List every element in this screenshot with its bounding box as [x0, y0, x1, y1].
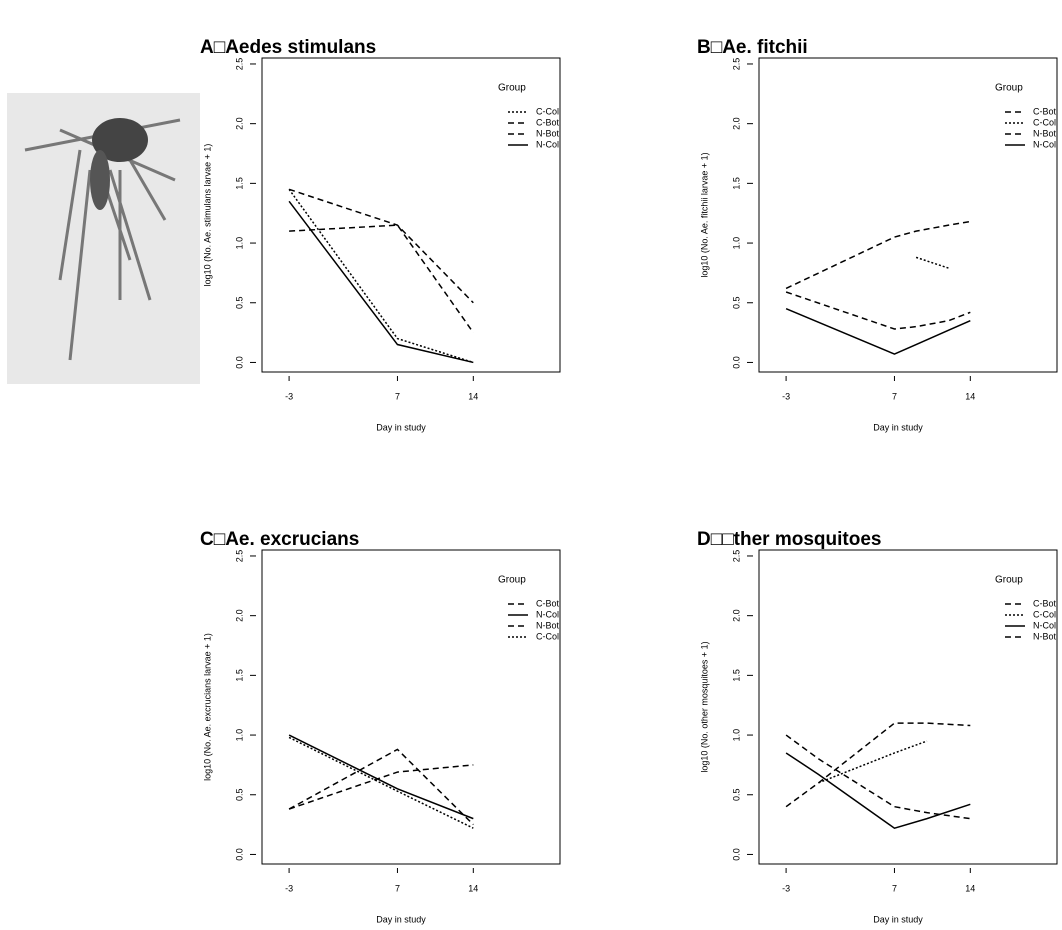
- y-tick-label: 0.5: [731, 296, 741, 309]
- series-line: [785, 752, 971, 830]
- legend-label: C-Bot: [1033, 106, 1057, 116]
- series-line: [785, 291, 971, 330]
- plot-frame: [758, 57, 1058, 373]
- y-tick-label: 0.0: [731, 848, 741, 861]
- series-line: [288, 188, 474, 364]
- y-tick-label: 1.5: [731, 669, 741, 682]
- legend-label: N-Bot: [1033, 631, 1057, 641]
- x-tick-label: 7: [395, 391, 400, 401]
- legend-label: C-Bot: [536, 598, 560, 608]
- y-tick-label: 1.5: [234, 177, 244, 190]
- y-tick-label: 2.5: [234, 550, 244, 563]
- y-tick-label: 2.0: [731, 117, 741, 130]
- y-axis-label: log10 (No. Ae. fitchii larvae + 1): [699, 152, 709, 277]
- y-tick-label: 1.0: [234, 729, 244, 742]
- legend-label: N-Bot: [536, 620, 560, 630]
- legend-title: Group: [498, 83, 526, 94]
- x-axis-label: Day in study: [376, 422, 426, 432]
- legend-label: N-Col: [1033, 139, 1056, 149]
- legend-title: Group: [498, 575, 526, 586]
- x-tick-label: -3: [285, 883, 293, 893]
- y-tick-label: 0.5: [234, 788, 244, 801]
- series-line: [818, 740, 928, 784]
- y-axis-label: log10 (No. Ae. stimulans larvae + 1): [202, 144, 212, 287]
- x-tick-label: 14: [468, 391, 478, 401]
- legend-label: C-Col: [1033, 609, 1056, 619]
- x-tick-label: 7: [892, 391, 897, 401]
- x-tick-label: 14: [468, 883, 478, 893]
- series-line: [785, 220, 971, 290]
- y-tick-label: 2.0: [234, 609, 244, 622]
- y-tick-label: 0.0: [731, 356, 741, 369]
- series-line: [288, 734, 474, 820]
- x-tick-label: 14: [965, 883, 975, 893]
- y-tick-label: 0.5: [731, 788, 741, 801]
- series-line: [785, 722, 971, 808]
- mosquito-photo: [7, 93, 200, 384]
- panel-title: D□□ther mosquitoes: [697, 529, 881, 550]
- series-line: [288, 200, 474, 364]
- y-tick-label: 1.0: [731, 237, 741, 250]
- y-tick-label: 1.5: [731, 177, 741, 190]
- x-tick-label: 7: [892, 883, 897, 893]
- y-tick-label: 2.0: [731, 609, 741, 622]
- series-line: [915, 256, 949, 269]
- y-tick-label: 1.5: [234, 669, 244, 682]
- y-tick-label: 0.0: [234, 848, 244, 861]
- panel-title: B□Ae. fitchii: [697, 37, 808, 58]
- x-tick-label: 7: [395, 883, 400, 893]
- y-tick-label: 2.0: [234, 117, 244, 130]
- series-line: [288, 748, 474, 826]
- y-tick-label: 2.5: [234, 58, 244, 71]
- x-tick-label: -3: [285, 391, 293, 401]
- panel-title: A□Aedes stimulans: [200, 37, 376, 58]
- y-tick-label: 1.0: [731, 729, 741, 742]
- legend-label: C-Bot: [536, 117, 560, 127]
- legend-title: Group: [995, 83, 1023, 94]
- plot-frame: [261, 549, 561, 865]
- legend-label: N-Col: [536, 139, 559, 149]
- panel-title: C□Ae. excrucians: [200, 529, 359, 550]
- x-tick-label: -3: [782, 883, 790, 893]
- x-axis-label: Day in study: [873, 914, 923, 924]
- legend-title: Group: [995, 575, 1023, 586]
- series-line: [785, 308, 971, 355]
- y-tick-label: 0.5: [234, 296, 244, 309]
- legend-label: N-Col: [1033, 620, 1056, 630]
- legend-label: C-Col: [536, 631, 559, 641]
- legend-label: C-Col: [536, 106, 559, 116]
- legend-label: N-Bot: [536, 128, 560, 138]
- y-tick-label: 2.5: [731, 550, 741, 563]
- plot-frame: [261, 57, 561, 373]
- y-tick-label: 2.5: [731, 58, 741, 71]
- x-tick-label: -3: [782, 391, 790, 401]
- series-line: [288, 736, 474, 829]
- x-axis-label: Day in study: [873, 422, 923, 432]
- series-line: [288, 764, 474, 810]
- legend-label: C-Bot: [1033, 598, 1057, 608]
- legend-label: N-Col: [536, 609, 559, 619]
- y-tick-label: 0.0: [234, 356, 244, 369]
- x-tick-label: 14: [965, 391, 975, 401]
- x-axis-label: Day in study: [376, 914, 426, 924]
- series-line: [288, 188, 474, 304]
- legend-label: C-Col: [1033, 117, 1056, 127]
- plot-frame: [758, 549, 1058, 865]
- y-axis-label: log10 (No. other mosquitoes + 1): [699, 641, 709, 772]
- series-line: [785, 734, 971, 820]
- y-axis-label: log10 (No. Ae. excrucians larvae + 1): [202, 633, 212, 781]
- y-tick-label: 1.0: [234, 237, 244, 250]
- legend-label: N-Bot: [1033, 128, 1057, 138]
